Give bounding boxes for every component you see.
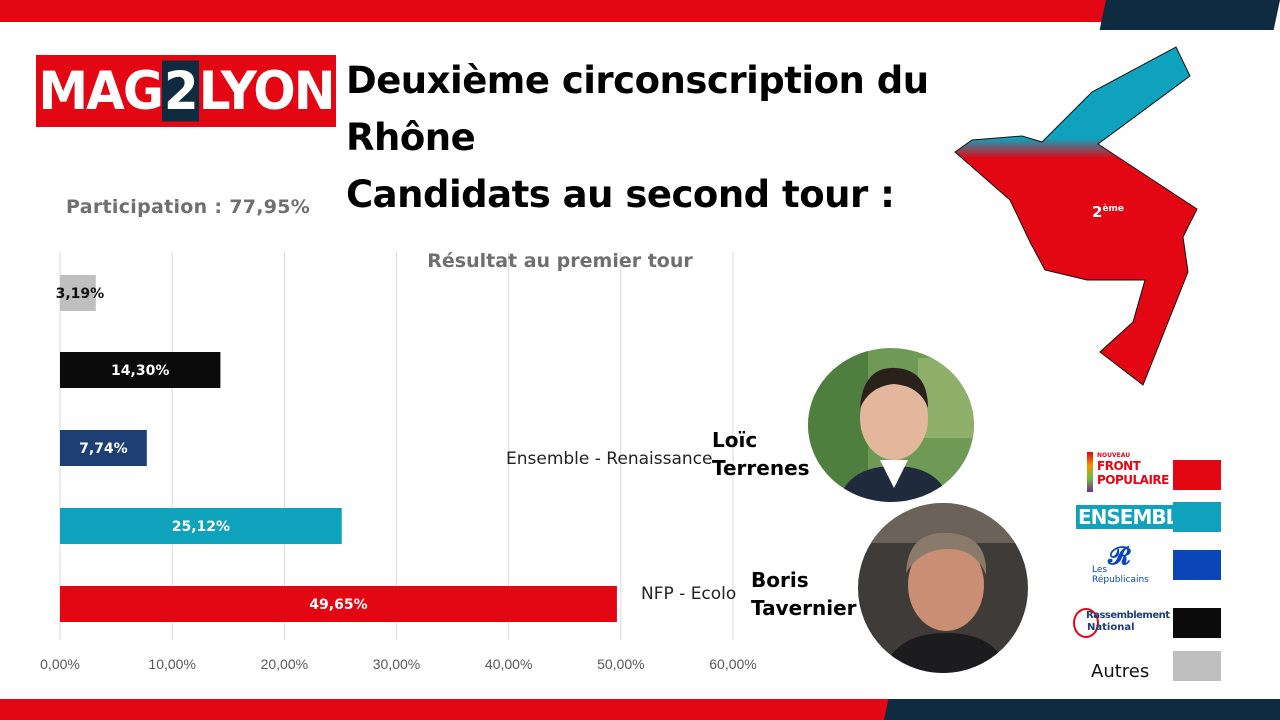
logo-number: 2 (161, 60, 199, 122)
bar (60, 508, 342, 544)
bar-value-label: 49,65% (309, 597, 367, 613)
title-line-3: Candidats au second tour : (346, 173, 895, 216)
chart-title: Résultat au premier tour (427, 250, 693, 272)
legend-swatch-rn (1173, 608, 1221, 638)
mag2lyon-logo: MAG2LYON (36, 55, 336, 127)
ensemble-logo: ENSEMBLE (1076, 505, 1193, 529)
candidate-2-last-name: Tavernier (751, 596, 857, 620)
bar-value-label: 25,12% (172, 519, 230, 535)
candidate-1-photo (808, 348, 974, 502)
page-title: Deuxième circonscription du Rhône Candid… (346, 52, 929, 223)
bar (60, 586, 617, 622)
bar-value-label: 7,74% (79, 441, 128, 457)
map-label-number: 2 (1092, 203, 1103, 221)
candidate-2-party: NFP - Ecolo (641, 584, 737, 604)
map-label: 2ème (1092, 203, 1124, 221)
bar (60, 352, 221, 388)
legend-swatch-ensemble (1173, 502, 1221, 532)
x-tick-label: 0,00% (40, 656, 80, 672)
logo-suffix: LYON (198, 60, 336, 122)
bar-value-label: 3,19% (56, 286, 105, 302)
candidate-2-name: Boris Tavernier (751, 566, 857, 622)
candidate-1-name: Loïc Terrenes (712, 426, 810, 482)
candidate-1-party: Ensemble - Renaissance (506, 449, 713, 469)
bar-value-label: 14,30% (111, 363, 169, 379)
rn-logo: Rassemblement National (1073, 606, 1170, 640)
legend-swatch-nfp (1173, 460, 1221, 490)
lr-logo: 𝓡 Les Républicains (1092, 543, 1162, 587)
legend-swatch-lr (1173, 550, 1221, 580)
map-label-sup: ème (1102, 204, 1125, 214)
x-tick-label: 60,00% (709, 656, 756, 672)
bottom-red-band (0, 699, 900, 720)
lr-logo-line-1: Les (1092, 565, 1108, 575)
title-line-2: Rhône (346, 116, 476, 159)
candidate-2-photo (858, 503, 1028, 673)
x-tick-label: 50,00% (597, 656, 644, 672)
nfp-logo: NOUVEAU FRONT POPULAIRE (1087, 450, 1169, 496)
circonscription-map (954, 46, 1198, 386)
candidate-1-last-name: Terrenes (712, 456, 810, 480)
rn-logo-line-2: National (1087, 622, 1135, 633)
lr-logo-line-2: Républicains (1092, 575, 1149, 585)
rn-logo-line-1: Rassemblement (1086, 610, 1170, 621)
candidate-1-first-name: Loïc (712, 428, 758, 452)
legend-swatch-autres (1173, 651, 1221, 681)
bottom-navy-band (884, 699, 1280, 720)
x-tick-label: 30,00% (373, 656, 420, 672)
top-navy-band (1099, 0, 1280, 30)
candidate-2-first-name: Boris (751, 568, 809, 592)
lr-monogram: 𝓡 (1108, 541, 1131, 570)
bar (60, 275, 96, 311)
nfp-logo-line-2: FRONT (1097, 459, 1141, 473)
nfp-logo-line-3: POPULAIRE (1097, 473, 1169, 487)
legend-autres-label: Autres (1091, 661, 1150, 682)
nfp-logo-line-1: NOUVEAU (1097, 452, 1131, 459)
x-tick-label: 20,00% (261, 656, 308, 672)
bar (60, 430, 147, 466)
participation-text: Participation : 77,95% (66, 196, 311, 218)
top-red-band (0, 0, 1118, 22)
first-round-results-chart: 0,00% 10,00% 20,00% 30,00% 40,00% 50,00% 60,00… (40, 250, 757, 672)
logo-prefix: MAG (38, 60, 163, 122)
x-tick-label: 10,00% (148, 656, 195, 672)
title-line-1: Deuxième circonscription du (346, 59, 929, 102)
x-tick-label: 40,00% (485, 656, 532, 672)
